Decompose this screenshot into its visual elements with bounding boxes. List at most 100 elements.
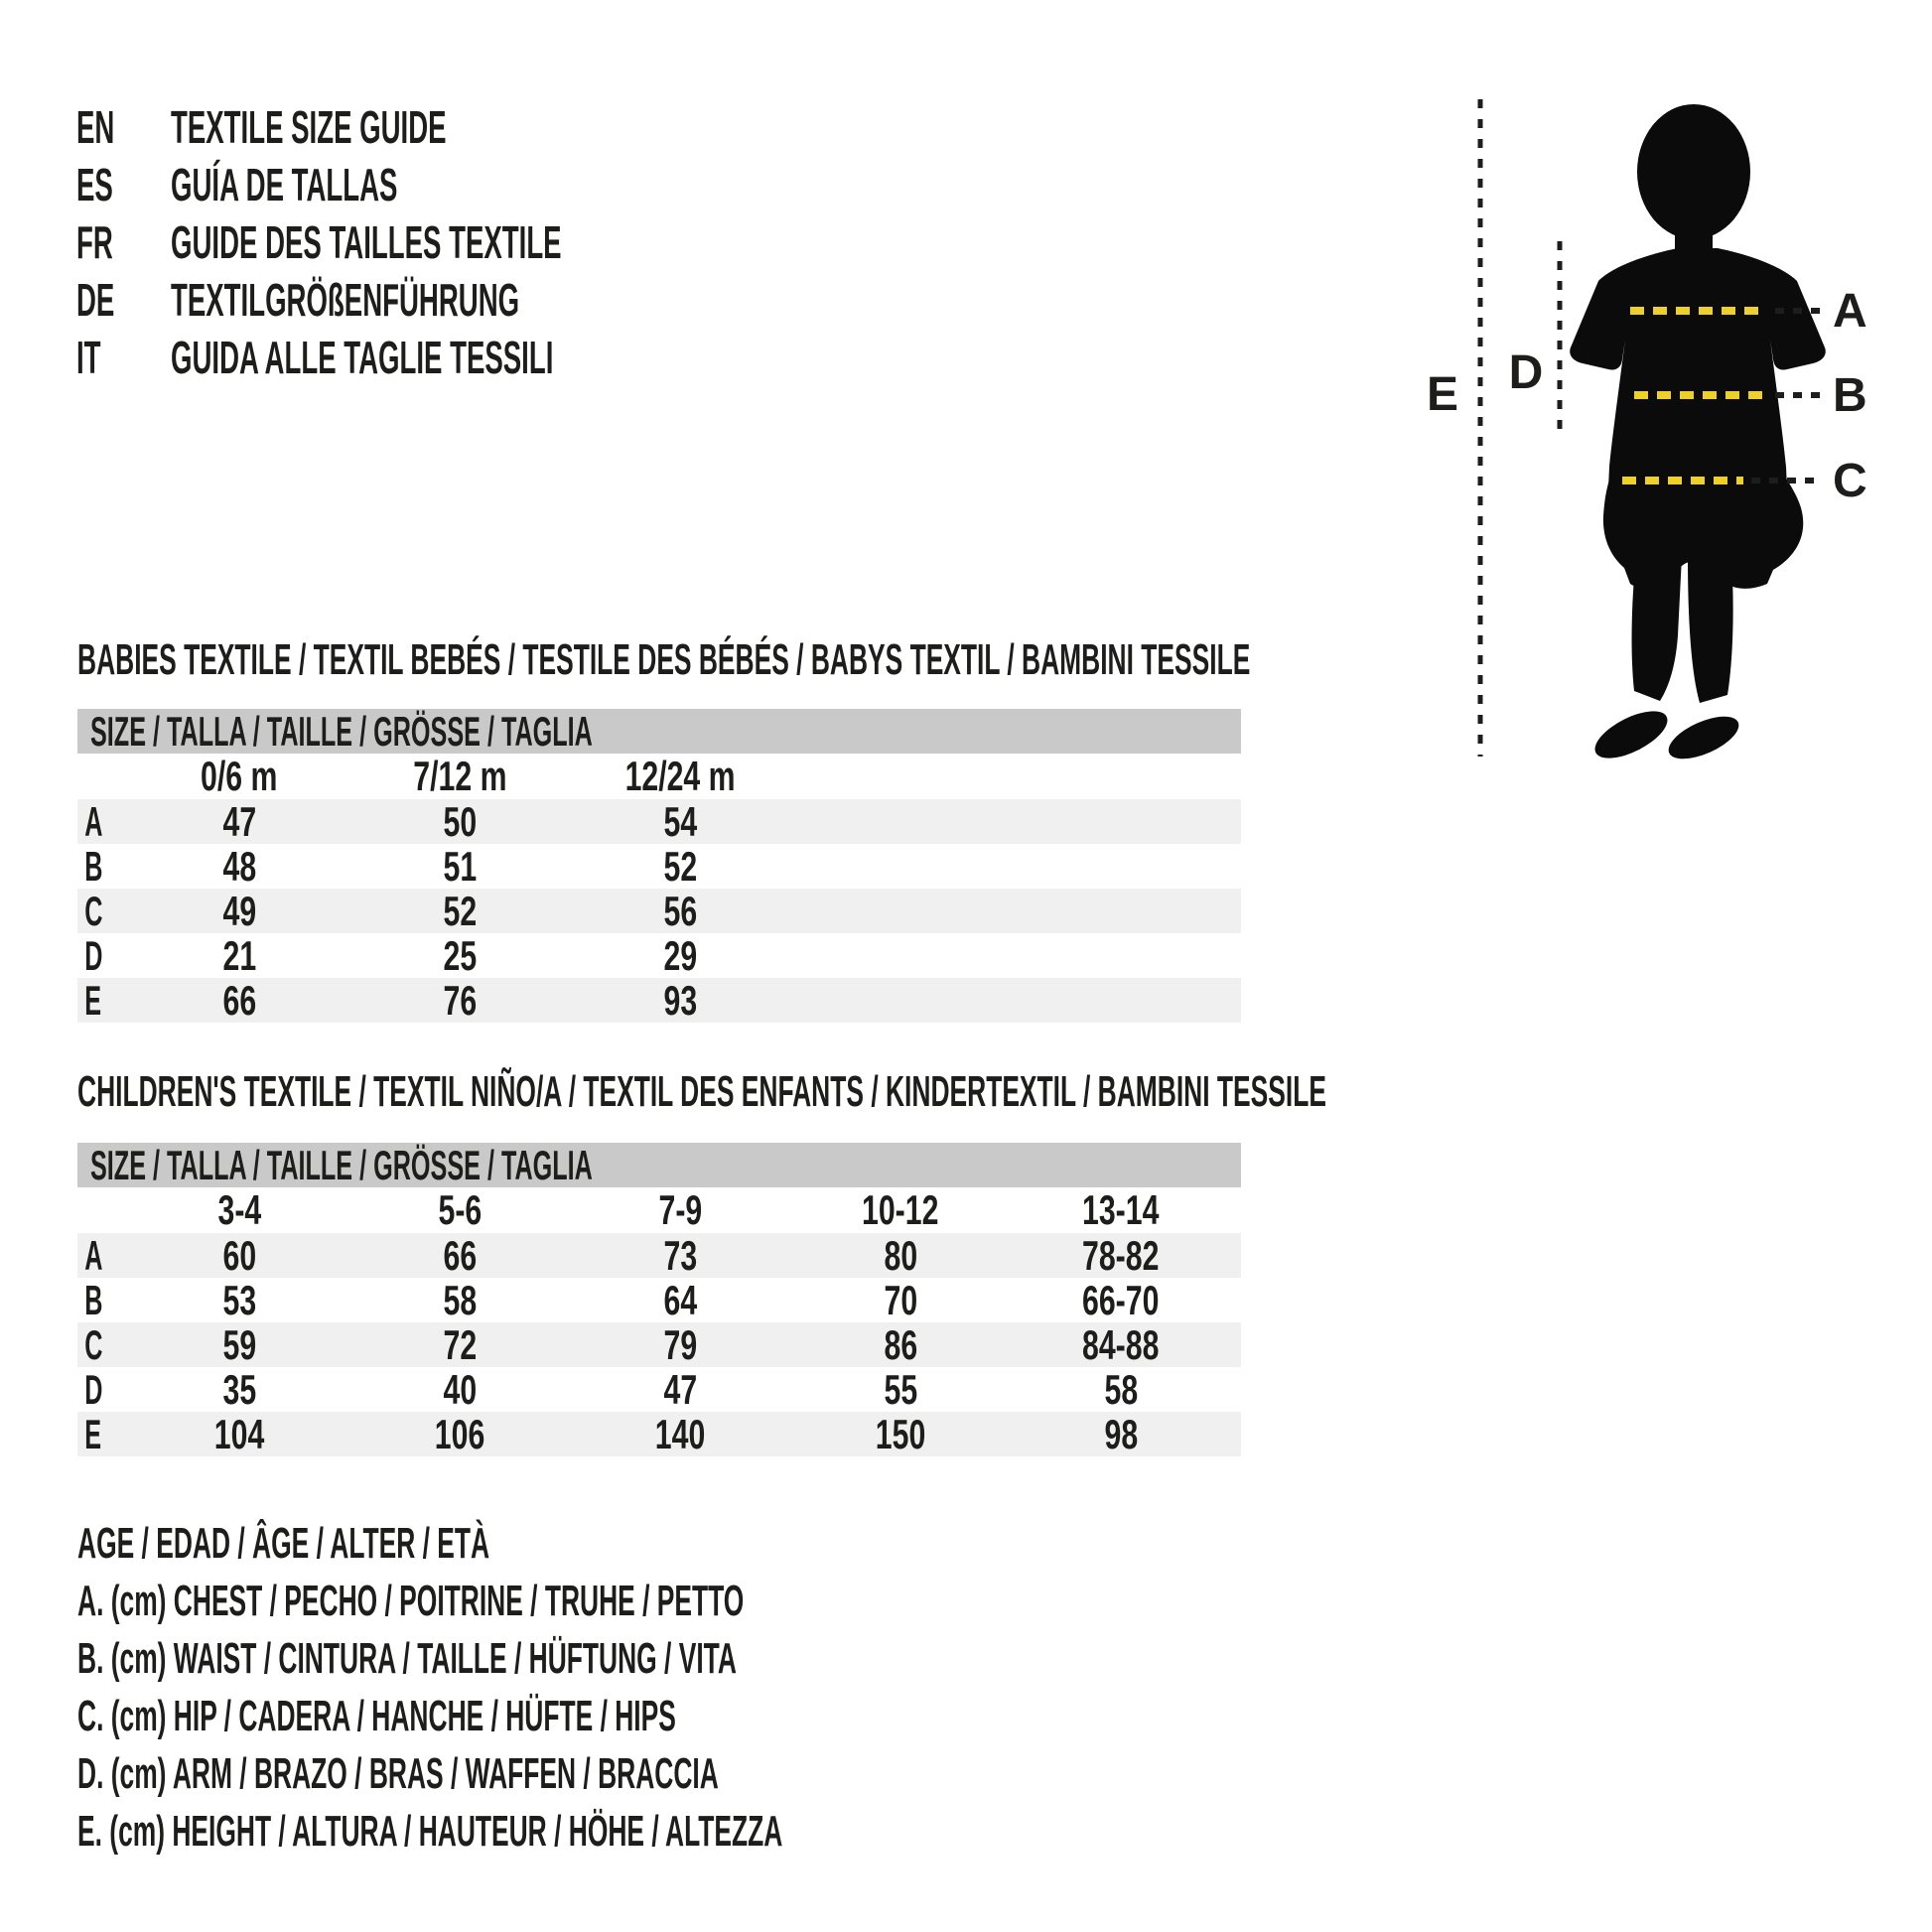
cell-text: 140 [654, 1411, 706, 1457]
cell: 66 [129, 978, 349, 1023]
lang-title-es: GUÍA DE TALLAS [171, 159, 398, 210]
row-label: B [77, 1278, 129, 1322]
row-label-text: C [84, 888, 103, 934]
table-row: B 53 58 64 70 66-70 [77, 1278, 1241, 1322]
cell-text: 66 [443, 1232, 477, 1279]
cell: 66-70 [1011, 1278, 1231, 1322]
cell: 52 [570, 844, 790, 889]
cell: 52 [349, 889, 570, 933]
cell-text: 54 [663, 798, 697, 845]
figure-label-e: E [1427, 368, 1458, 421]
table-row: A 60 66 73 80 78-82 [77, 1233, 1241, 1278]
cell-text: 55 [884, 1366, 917, 1413]
children-col-header-0-text: 3-4 [217, 1186, 261, 1233]
lang-code-es-text: ES [76, 159, 113, 210]
table-row: C 49 52 56 [77, 889, 1241, 933]
row-label: C [77, 889, 129, 933]
cell-text: 49 [222, 888, 256, 934]
cell: 98 [1011, 1412, 1231, 1456]
legend-line-age-text: AGE / EDAD / ÂGE / ALTER / ETÀ [77, 1519, 490, 1568]
cell-text: 66-70 [1082, 1277, 1160, 1323]
lang-row-en: EN TEXTILE SIZE GUIDE [76, 98, 822, 156]
cell: 54 [570, 799, 790, 844]
cell-text: 58 [1104, 1366, 1138, 1413]
lang-title-de: TEXTILGRÖßENFÜHRUNG [171, 274, 520, 326]
cell: 58 [1011, 1367, 1231, 1412]
children-corner-cell [77, 1187, 129, 1233]
table-row: B 48 51 52 [77, 844, 1241, 889]
row-label-text: E [84, 1411, 102, 1457]
children-col-header-4-text: 13-14 [1082, 1186, 1160, 1233]
cell: 40 [349, 1367, 570, 1412]
row-label: A [77, 799, 129, 844]
cell: 51 [349, 844, 570, 889]
children-column-header-row: 3-4 5-6 7-9 10-12 13-14 [77, 1187, 1241, 1233]
cell: 72 [349, 1322, 570, 1367]
legend-line-height: E. (cm) HEIGHT / ALTURA / HAUTEUR / HÖHE… [77, 1803, 1253, 1861]
row-label-text: A [84, 798, 103, 845]
figure-label-c: C [1833, 455, 1867, 507]
children-col-header-4: 13-14 [1011, 1187, 1231, 1233]
cell: 47 [570, 1367, 790, 1412]
table-row: D 21 25 29 [77, 933, 1241, 978]
children-col-header-1: 5-6 [349, 1187, 570, 1233]
children-col-header-0: 3-4 [129, 1187, 349, 1233]
cell: 35 [129, 1367, 349, 1412]
children-col-header-3: 10-12 [790, 1187, 1011, 1233]
cell-text: 84-88 [1082, 1321, 1160, 1368]
cell-text: 79 [663, 1321, 697, 1368]
cell: 106 [349, 1412, 570, 1456]
cell: 21 [129, 933, 349, 978]
children-col-header-2: 7-9 [570, 1187, 790, 1233]
lang-code-it: IT [76, 329, 171, 386]
cell: 76 [349, 978, 570, 1023]
babies-col-header-0-text: 0/6 m [201, 753, 278, 799]
cell-text: 21 [222, 932, 256, 979]
children-section-heading-text: CHILDREN'S TEXTILE / TEXTIL NIÑO/A / TEX… [77, 1067, 1326, 1116]
cell: 50 [349, 799, 570, 844]
cell: 78-82 [1011, 1233, 1231, 1278]
cell: 49 [129, 889, 349, 933]
cell-text: 80 [884, 1232, 917, 1279]
row-label: D [77, 1367, 129, 1412]
cell: 53 [129, 1278, 349, 1322]
children-size-table: SIZE / TALLA / TAILLE / GRÖSSE / TAGLIA … [77, 1143, 1241, 1456]
children-section-heading: CHILDREN'S TEXTILE / TEXTIL NIÑO/A / TEX… [77, 1069, 1932, 1115]
table-row: E 104 106 140 150 98 [77, 1412, 1241, 1456]
babies-size-header-bar: SIZE / TALLA / TAILLE / GRÖSSE / TAGLIA [77, 709, 1241, 754]
cell-text: 76 [443, 977, 477, 1024]
lang-code-es: ES [76, 156, 171, 213]
cell-text: 58 [443, 1277, 477, 1323]
cell: 150 [790, 1412, 1011, 1456]
lang-row-de: DE TEXTILGRÖßENFÜHRUNG [76, 271, 822, 329]
cell: 29 [570, 933, 790, 978]
cell-text: 56 [663, 888, 697, 934]
cell-text: 64 [663, 1277, 697, 1323]
cell: 47 [129, 799, 349, 844]
row-label-text: D [84, 1366, 103, 1413]
babies-column-header-row: 0/6 m 7/12 m 12/24 m [77, 754, 1241, 799]
row-label-text: B [84, 1277, 103, 1323]
legend-line-chest-text: A. (cm) CHEST / PECHO / POITRINE / TRUHE… [77, 1577, 745, 1625]
cell-text: 60 [222, 1232, 256, 1279]
lang-row-es: ES GUÍA DE TALLAS [76, 156, 822, 213]
row-label: E [77, 978, 129, 1023]
cell-text: 73 [663, 1232, 697, 1279]
babies-col-header-1-text: 7/12 m [412, 753, 507, 799]
legend-line-hip: C. (cm) HIP / CADERA / HANCHE / HÜFTE / … [77, 1688, 1253, 1745]
figure-label-b: B [1833, 369, 1867, 422]
babies-size-header-text: SIZE / TALLA / TAILLE / GRÖSSE / TAGLIA [90, 708, 593, 755]
lang-code-it-text: IT [76, 332, 101, 383]
measurement-figure: A B C D E [1427, 99, 1867, 759]
row-label: A [77, 1233, 129, 1278]
cell-text: 150 [875, 1411, 926, 1457]
table-row: C 59 72 79 86 84-88 [77, 1322, 1241, 1367]
measurement-legend: AGE / EDAD / ÂGE / ALTER / ETÀ A. (cm) C… [77, 1515, 1253, 1861]
cell: 80 [790, 1233, 1011, 1278]
cell-text: 98 [1104, 1411, 1138, 1457]
children-size-header-bar: SIZE / TALLA / TAILLE / GRÖSSE / TAGLIA [77, 1143, 1241, 1187]
row-label: C [77, 1322, 129, 1367]
cell: 140 [570, 1412, 790, 1456]
table-row: A 47 50 54 [77, 799, 1241, 844]
lang-title-fr: GUIDE DES TAILLES TEXTILE [171, 216, 562, 268]
